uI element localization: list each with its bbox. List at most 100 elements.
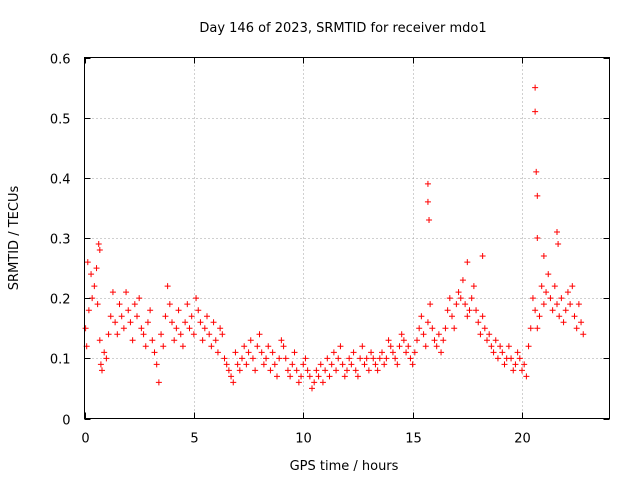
data-point bbox=[249, 355, 256, 362]
data-point bbox=[424, 319, 431, 326]
data-point bbox=[116, 301, 123, 308]
data-point bbox=[107, 313, 114, 320]
data-point bbox=[426, 216, 433, 223]
data-point bbox=[274, 373, 280, 380]
data-point bbox=[326, 373, 333, 380]
data-point bbox=[188, 313, 195, 320]
data-point bbox=[265, 343, 272, 350]
data-point bbox=[193, 295, 200, 302]
data-point bbox=[214, 349, 221, 356]
data-point bbox=[328, 361, 335, 368]
data-point bbox=[573, 325, 580, 332]
data-point bbox=[271, 361, 278, 368]
data-point bbox=[179, 343, 186, 350]
data-point bbox=[446, 295, 453, 302]
data-point bbox=[171, 337, 178, 344]
data-point bbox=[263, 355, 270, 362]
data-point bbox=[169, 319, 175, 326]
data-point bbox=[435, 331, 442, 338]
data-point bbox=[109, 289, 116, 296]
data-point bbox=[497, 343, 504, 350]
data-point bbox=[293, 367, 300, 374]
data-point bbox=[532, 108, 539, 115]
data-point bbox=[540, 301, 547, 308]
axis-ticks: 0 0.1 0.2 0.3 0.4 0.5 0.6 0 5 10 15 20 bbox=[50, 53, 610, 447]
data-point bbox=[538, 283, 545, 290]
data-point bbox=[569, 283, 576, 290]
data-point bbox=[374, 367, 381, 374]
data-point bbox=[396, 343, 403, 350]
data-point bbox=[212, 337, 219, 344]
data-point bbox=[142, 343, 149, 350]
data-point bbox=[95, 241, 102, 248]
data-point bbox=[317, 361, 324, 368]
data-point bbox=[420, 331, 427, 338]
data-point bbox=[91, 283, 98, 290]
x-tick-label: 0 bbox=[81, 432, 89, 447]
data-point bbox=[403, 349, 410, 356]
data-point bbox=[354, 373, 361, 380]
data-point bbox=[186, 325, 193, 332]
data-point bbox=[459, 277, 466, 284]
plot-frame bbox=[84, 57, 610, 419]
data-point bbox=[160, 343, 167, 350]
data-point bbox=[302, 355, 309, 362]
data-point bbox=[429, 325, 436, 332]
data-point bbox=[223, 361, 230, 368]
data-point bbox=[564, 289, 571, 296]
data-point bbox=[291, 349, 298, 356]
data-point bbox=[534, 325, 541, 332]
data-point bbox=[241, 343, 248, 350]
data-point bbox=[499, 349, 506, 356]
data-point bbox=[578, 319, 585, 326]
data-point bbox=[118, 313, 125, 320]
data-point bbox=[466, 307, 473, 314]
data-point bbox=[284, 367, 291, 374]
data-point bbox=[455, 289, 462, 296]
data-point bbox=[562, 307, 569, 314]
data-point bbox=[210, 319, 217, 326]
data-point bbox=[276, 355, 283, 362]
data-point bbox=[330, 349, 337, 356]
data-point bbox=[580, 331, 587, 338]
data-point bbox=[510, 367, 517, 374]
data-point bbox=[416, 325, 423, 332]
data-point bbox=[96, 337, 103, 344]
data-point bbox=[158, 331, 165, 338]
x-tick-label: 15 bbox=[405, 432, 422, 447]
data-point bbox=[551, 283, 558, 290]
data-point bbox=[313, 367, 320, 374]
data-point bbox=[490, 349, 497, 356]
data-point bbox=[348, 361, 355, 368]
data-point bbox=[304, 367, 311, 374]
data-point bbox=[129, 337, 136, 344]
data-point bbox=[254, 343, 261, 350]
data-point bbox=[232, 349, 239, 356]
y-tick-label: 0.4 bbox=[50, 173, 71, 188]
data-point bbox=[346, 355, 353, 362]
data-point bbox=[479, 313, 486, 320]
data-point bbox=[333, 367, 340, 374]
data-point bbox=[97, 361, 104, 368]
data-point bbox=[144, 319, 151, 326]
data-point bbox=[409, 361, 416, 368]
data-point bbox=[549, 307, 556, 314]
data-point bbox=[400, 337, 407, 344]
data-point bbox=[221, 355, 228, 362]
data-point bbox=[88, 271, 95, 278]
data-point bbox=[525, 343, 532, 350]
data-point bbox=[164, 283, 171, 290]
data-point bbox=[153, 361, 160, 368]
data-point bbox=[151, 349, 158, 356]
data-point bbox=[536, 313, 543, 320]
data-point bbox=[473, 307, 480, 314]
data-point bbox=[190, 331, 197, 338]
data-point bbox=[556, 313, 563, 320]
data-point bbox=[501, 361, 508, 368]
data-point bbox=[464, 259, 471, 266]
data-point bbox=[243, 361, 250, 368]
data-point bbox=[519, 367, 525, 374]
data-point bbox=[177, 331, 184, 338]
data-point bbox=[376, 355, 383, 362]
data-point bbox=[298, 373, 305, 380]
